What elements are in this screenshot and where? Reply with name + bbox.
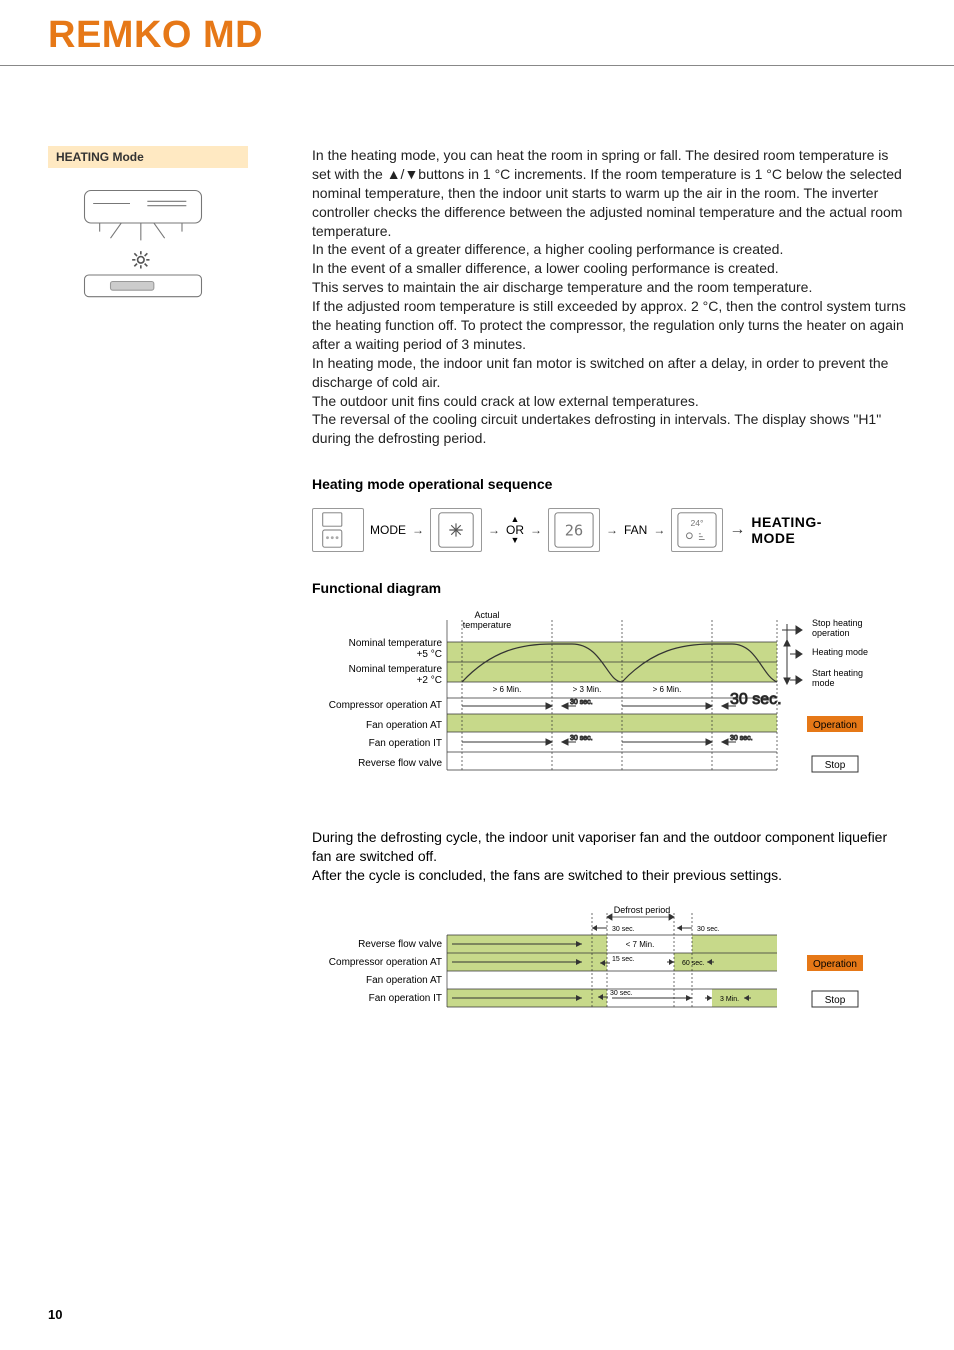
svg-text:Stop: Stop	[825, 995, 846, 1006]
svg-text:30 sec.: 30 sec.	[730, 735, 753, 742]
svg-text:Fan operation IT: Fan operation IT	[369, 738, 442, 749]
svg-text:30 sec.: 30 sec.	[570, 699, 593, 706]
page-title: REMKO MD	[0, 0, 954, 66]
svg-text:Stop heating: Stop heating	[812, 618, 863, 628]
defrost-diagram: Reverse flow valve Compressor operation …	[312, 905, 906, 1035]
functional-diagram-1: Functional diagram Nominal temperature +…	[312, 580, 906, 800]
left-column: HEATING Mode	[48, 146, 288, 1035]
svg-text:30 sec.: 30 sec.	[697, 926, 720, 933]
svg-text:Nominal temperature: Nominal temperature	[349, 664, 443, 675]
mode-snowflake-icon	[430, 508, 482, 552]
content-area: HEATING Mode In the heating mode, you ca…	[0, 146, 954, 1035]
temp-display-icon: 26	[548, 508, 600, 552]
indoor-unit-icon	[78, 184, 208, 303]
svg-text:+2 °C: +2 °C	[417, 675, 442, 686]
heating-display-icon: 24°	[671, 508, 723, 552]
body-paragraph: In the heating mode, you can heat the ro…	[312, 146, 906, 448]
fan-label: FAN	[624, 523, 647, 537]
svg-text:60 sec.: 60 sec.	[682, 960, 705, 967]
arrow-icon: →	[488, 523, 500, 537]
remote-icon	[312, 508, 364, 552]
svg-text:temperature: temperature	[463, 620, 512, 630]
arrow-icon: →	[729, 521, 745, 539]
svg-text:Nominal temperature: Nominal temperature	[349, 638, 443, 649]
svg-text:3 Min.: 3 Min.	[720, 996, 739, 1003]
svg-text:30 sec.: 30 sec.	[570, 735, 593, 742]
arrow-icon: →	[653, 523, 665, 537]
page-number: 10	[48, 1307, 62, 1322]
sequence-heading: Heating mode operational sequence	[312, 476, 906, 492]
sequence-row: MODE → → ▲OR▼ → 26 → FAN → 24°	[312, 508, 906, 552]
svg-text:Compressor operation AT: Compressor operation AT	[329, 700, 442, 711]
svg-text:Start heating: Start heating	[812, 668, 863, 678]
after-diagram-text: During the defrosting cycle, the indoor …	[312, 828, 906, 885]
svg-text:30 sec.: 30 sec.	[610, 990, 633, 997]
svg-text:+5 °C: +5 °C	[417, 649, 442, 660]
diagram1-title: Functional diagram	[312, 580, 906, 596]
svg-text:Operation: Operation	[813, 959, 857, 970]
arrow-icon: →	[530, 523, 542, 537]
svg-text:15 sec.: 15 sec.	[612, 956, 635, 963]
svg-text:Fan operation IT: Fan operation IT	[369, 993, 442, 1004]
svg-text:operation: operation	[812, 628, 850, 638]
svg-text:30 sec.: 30 sec.	[612, 926, 635, 933]
svg-text:< 7 Min.: < 7 Min.	[626, 940, 655, 949]
svg-text:Heating mode: Heating mode	[812, 647, 868, 657]
svg-text:Actual: Actual	[474, 610, 499, 620]
svg-text:26: 26	[565, 522, 583, 540]
arrow-icon: →	[412, 523, 424, 537]
svg-text:> 6 Min.: > 6 Min.	[493, 685, 522, 694]
svg-text:Compressor operation AT: Compressor operation AT	[329, 957, 442, 968]
mode-label: MODE	[370, 523, 406, 537]
svg-text:> 6 Min.: > 6 Min.	[653, 685, 682, 694]
svg-text:Stop: Stop	[825, 760, 846, 771]
up-down-icon: ▲OR▼	[506, 515, 524, 545]
heating-mode-badge: HEATING Mode	[48, 146, 248, 168]
svg-text:mode: mode	[812, 678, 835, 688]
heating-mode-final: HEATING- MODE	[751, 514, 822, 546]
svg-text:Reverse flow valve: Reverse flow valve	[358, 758, 442, 769]
svg-text:Defrost period: Defrost period	[614, 905, 671, 915]
svg-text:24°: 24°	[691, 518, 704, 528]
svg-text:> 3 Min.: > 3 Min.	[573, 685, 602, 694]
svg-text:30 sec.: 30 sec.	[730, 691, 782, 708]
svg-text:Fan operation AT: Fan operation AT	[366, 720, 442, 731]
svg-text:Fan operation AT: Fan operation AT	[366, 975, 442, 986]
svg-text:Reverse flow valve: Reverse flow valve	[358, 939, 442, 950]
arrow-icon: →	[606, 523, 618, 537]
right-column: In the heating mode, you can heat the ro…	[312, 146, 906, 1035]
svg-text:Operation: Operation	[813, 720, 857, 731]
